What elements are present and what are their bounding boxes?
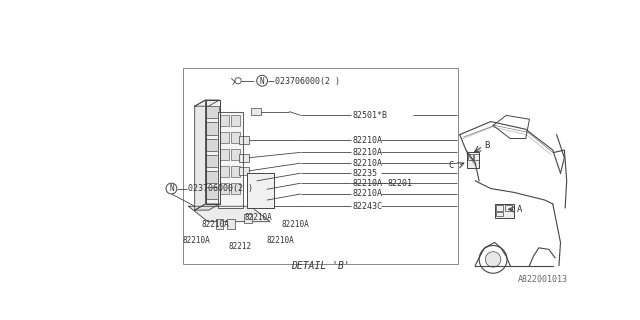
Polygon shape [218, 112, 243, 208]
Bar [246, 179, 257, 187]
Bar [496, 205, 503, 211]
Bar [505, 205, 513, 211]
Bar [183, 68, 458, 264]
Text: 82210A: 82210A [353, 189, 383, 198]
Bar [206, 122, 219, 135]
Bar [206, 106, 219, 118]
Bar [249, 191, 259, 203]
Bar [249, 175, 259, 189]
Bar [495, 204, 514, 218]
Bar [231, 132, 239, 143]
Bar [206, 139, 219, 151]
Text: B: B [484, 141, 490, 150]
Bar [227, 219, 235, 228]
Bar [220, 116, 229, 126]
Bar [260, 175, 270, 189]
Text: N: N [260, 76, 264, 86]
Text: C: C [448, 161, 454, 170]
Text: 82210A: 82210A [244, 212, 272, 221]
Bar [468, 154, 473, 160]
Text: 82210A: 82210A [353, 159, 383, 168]
Text: 82210A: 82210A [182, 236, 210, 245]
Text: 82201: 82201 [388, 179, 413, 188]
Polygon shape [205, 100, 220, 204]
Bar [231, 166, 239, 177]
Bar [474, 154, 479, 160]
Text: 82210A: 82210A [282, 220, 309, 229]
Bar [206, 187, 219, 199]
Text: N: N [169, 184, 174, 193]
Text: 82235: 82235 [353, 169, 378, 178]
Text: 82210A: 82210A [266, 236, 294, 245]
Text: 82210A: 82210A [202, 220, 230, 229]
Polygon shape [189, 206, 270, 222]
Text: 82501*B: 82501*B [353, 111, 388, 120]
Bar [231, 116, 239, 126]
Polygon shape [195, 100, 220, 106]
Bar [206, 171, 219, 183]
Bar [467, 152, 479, 168]
Text: A: A [517, 205, 522, 214]
Text: DETAIL 'B': DETAIL 'B' [291, 260, 349, 270]
Bar [257, 187, 267, 195]
Bar [231, 149, 239, 160]
Text: A822001013: A822001013 [518, 275, 568, 284]
Polygon shape [195, 204, 220, 210]
Text: 82210A: 82210A [353, 136, 383, 145]
Text: 82210A: 82210A [353, 148, 383, 157]
Bar [257, 196, 267, 204]
Bar [220, 183, 229, 194]
Text: 82212: 82212 [229, 242, 252, 251]
Circle shape [485, 252, 501, 267]
Bar [496, 212, 503, 216]
Text: 82210A: 82210A [353, 179, 383, 188]
Bar [250, 108, 260, 116]
Polygon shape [195, 100, 205, 210]
Bar [239, 136, 249, 144]
Bar [260, 191, 270, 203]
Bar [206, 155, 219, 167]
Text: 82243C: 82243C [353, 202, 383, 211]
Bar [220, 132, 229, 143]
Bar [220, 166, 229, 177]
Text: 023706000(2 ): 023706000(2 ) [189, 184, 253, 193]
Bar [220, 149, 229, 160]
Text: 023706000(2 ): 023706000(2 ) [275, 76, 340, 86]
Polygon shape [246, 173, 274, 208]
Bar [216, 219, 223, 228]
Bar [239, 167, 249, 175]
Bar [231, 183, 239, 194]
Bar [239, 154, 249, 162]
Bar [244, 214, 252, 223]
